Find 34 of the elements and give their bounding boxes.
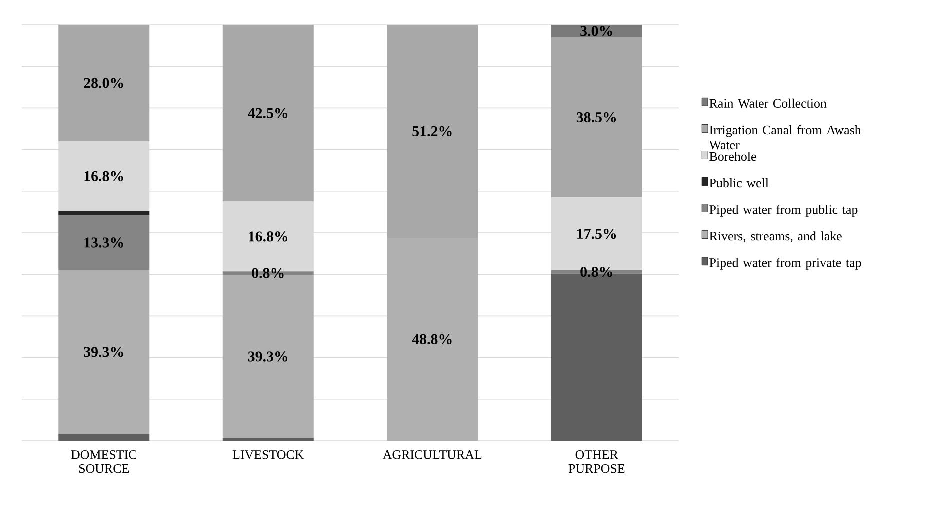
legend-label: Irrigation Canal from Awash Water <box>709 125 862 150</box>
data-label: 16.8% <box>84 171 124 182</box>
data-label: 51.2% <box>412 126 452 137</box>
bar <box>222 438 314 441</box>
x-tick-label: AGRICULTURAL <box>382 450 482 460</box>
data-label: 16.8% <box>249 232 288 242</box>
data-label: 17.5% <box>578 228 616 240</box>
data-label: 28.0% <box>84 78 124 88</box>
legend-label: Borehole <box>710 152 756 162</box>
data-label: 13.3% <box>84 238 124 248</box>
bar <box>58 434 150 441</box>
data-label: 0.8% <box>580 267 612 278</box>
data-label: 38.5% <box>576 112 616 123</box>
x-tick-label: OTHER PURPOSE <box>568 450 625 474</box>
bar <box>58 141 150 212</box>
x-tick-label: DOMESTIC SOURCE <box>71 450 137 474</box>
legend-label: Piped water from private tap <box>710 258 862 270</box>
legend-label: Rain Water Collection <box>710 98 827 108</box>
bar <box>58 211 150 216</box>
bar <box>551 37 642 198</box>
bar <box>58 24 150 142</box>
legend-label: Public well <box>710 178 769 188</box>
bar <box>58 270 150 434</box>
legend-label: Rivers, streams, and lake <box>710 232 842 243</box>
bar <box>58 215 150 270</box>
data-label: 39.3% <box>248 352 288 362</box>
x-tick-label: LIVESTOCK <box>232 450 304 460</box>
data-label: 3.0% <box>580 26 612 36</box>
data-label: 39.3% <box>84 347 124 358</box>
bar <box>551 24 642 38</box>
bar <box>222 24 314 202</box>
data-label: 42.5% <box>248 108 288 118</box>
data-label: 48.8% <box>412 334 452 345</box>
legend-label: Piped water from public tap <box>710 204 858 217</box>
